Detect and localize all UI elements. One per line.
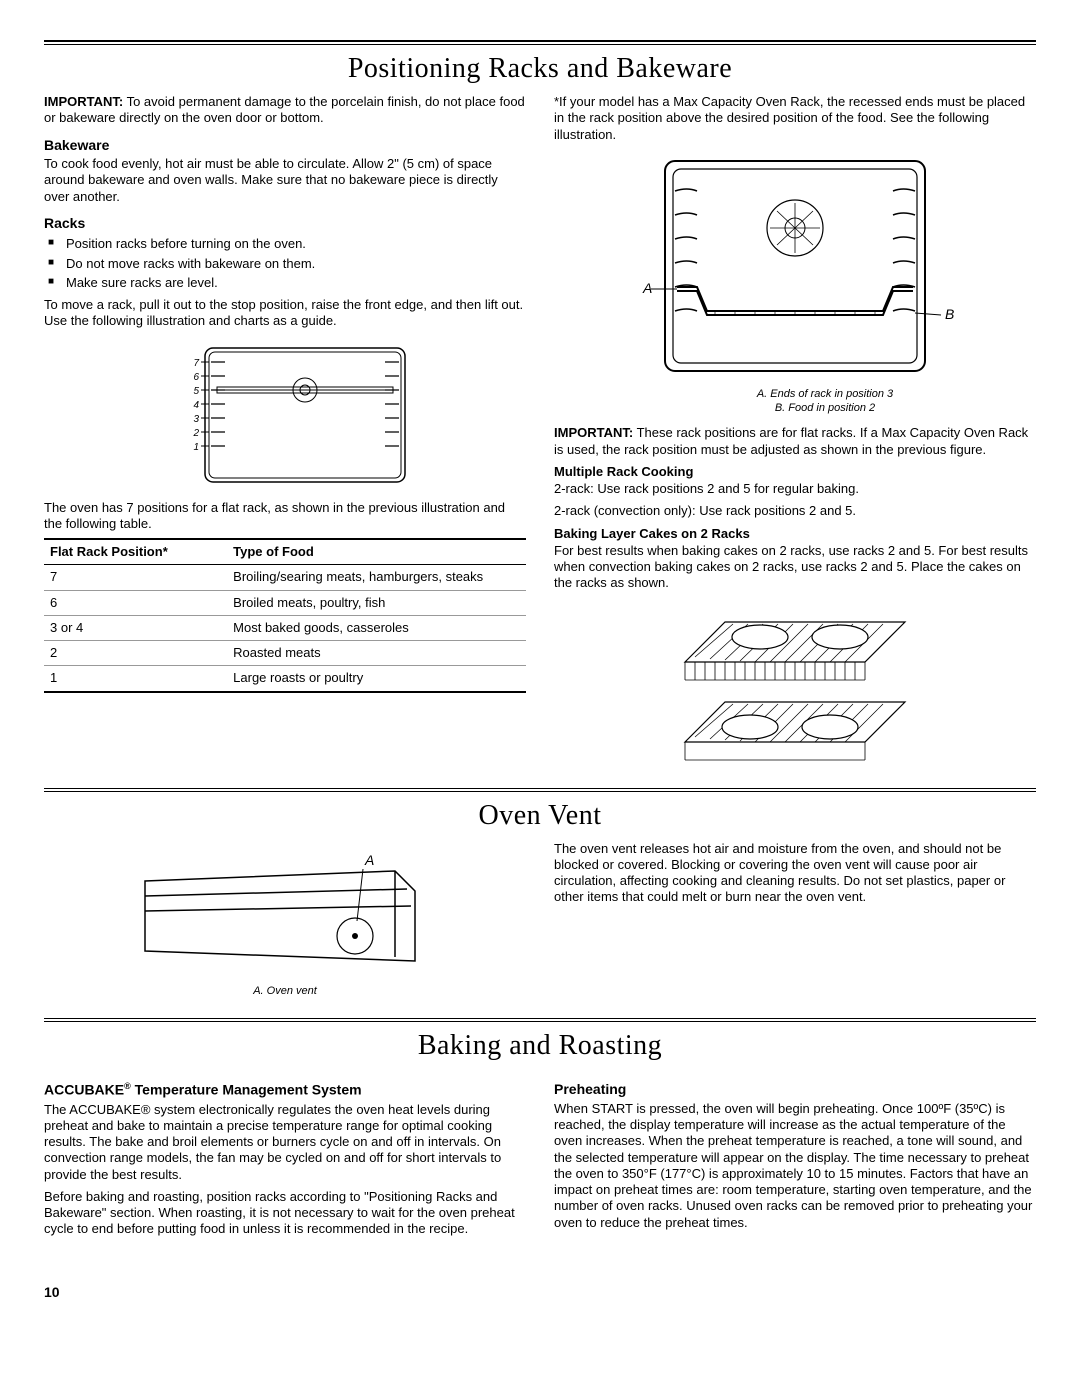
cell-pos: 6 — [44, 590, 227, 615]
multi-head: Multiple Rack Cooking — [554, 464, 1036, 480]
accubake-post: Temperature Management System — [131, 1082, 362, 1098]
bakeware-head: Bakeware — [44, 137, 526, 155]
table-col1: Flat Rack Position* — [44, 539, 227, 565]
cell-pos: 1 — [44, 666, 227, 692]
col-left-2: A A. Oven vent — [44, 841, 526, 1009]
rack-table: Flat Rack Position* Type of Food 7Broili… — [44, 538, 526, 693]
table-row: 3 or 4Most baked goods, casseroles — [44, 615, 526, 640]
rack-bullet: Do not move racks with bakeware on them. — [44, 256, 526, 272]
svg-text:6: 6 — [193, 372, 199, 383]
col-right-3: Preheating When START is pressed, the ov… — [554, 1071, 1036, 1243]
important-label-1: IMPORTANT: — [44, 94, 123, 109]
fig2-caption-b: B. Food in position 2 — [614, 401, 1036, 415]
important-2: IMPORTANT: These rack positions are for … — [554, 425, 1036, 458]
oven-positions-svg: 7 6 5 4 3 2 1 — [155, 340, 415, 490]
table-row: 2Roasted meats — [44, 641, 526, 666]
figure-oven-vent: A A. Oven vent — [44, 851, 526, 999]
cell-pos: 3 or 4 — [44, 615, 227, 640]
figure-layer-cakes — [554, 602, 1036, 772]
svg-text:A: A — [642, 280, 652, 296]
table-row: 6Broiled meats, poultry, fish — [44, 590, 526, 615]
col-right-2: The oven vent releases hot air and moist… — [554, 841, 1036, 1009]
fig2-caption-a: A. Ends of rack in position 3 — [614, 387, 1036, 401]
svg-text:5: 5 — [193, 386, 199, 397]
svg-text:B: B — [945, 306, 954, 322]
fig1-after-text: The oven has 7 positions for a flat rack… — [44, 500, 526, 533]
cell-food: Roasted meats — [227, 641, 526, 666]
svg-text:2: 2 — [192, 428, 199, 439]
svg-text:3: 3 — [193, 414, 199, 425]
accubake-pre: ACCUBAKE — [44, 1082, 124, 1098]
important-1: IMPORTANT: To avoid permanent damage to … — [44, 94, 526, 127]
bakeware-text: To cook food evenly, hot air must be abl… — [44, 156, 526, 205]
section-title-positioning: Positioning Racks and Bakeware — [44, 51, 1036, 86]
svg-text:A: A — [364, 852, 374, 868]
accubake-head: ACCUBAKE® Temperature Management System — [44, 1081, 526, 1099]
layer-cakes-svg — [665, 602, 925, 772]
section-title-baking: Baking and Roasting — [44, 1028, 1036, 1063]
racks-move-text: To move a rack, pull it out to the stop … — [44, 297, 526, 330]
max-capacity-svg: A B — [625, 153, 965, 383]
svg-text:1: 1 — [193, 442, 199, 453]
ovenvent-caption: A. Oven vent — [44, 985, 526, 999]
multi-line2: 2-rack (convection only): Use rack posit… — [554, 503, 1036, 519]
ovenvent-text: The oven vent releases hot air and moist… — [554, 841, 1036, 906]
cell-food: Large roasts or poultry — [227, 666, 526, 692]
cell-food: Most baked goods, casseroles — [227, 615, 526, 640]
svg-text:4: 4 — [193, 400, 199, 411]
preheat-head: Preheating — [554, 1081, 1036, 1099]
preheat-text: When START is pressed, the oven will beg… — [554, 1101, 1036, 1231]
page-number: 10 — [44, 1284, 1036, 1302]
cell-pos: 7 — [44, 565, 227, 590]
section-title-ovenvent: Oven Vent — [44, 798, 1036, 833]
col-left-1: IMPORTANT: To avoid permanent damage to … — [44, 94, 526, 782]
layer-head: Baking Layer Cakes on 2 Racks — [554, 526, 1036, 542]
table-row: 7Broiling/searing meats, hamburgers, ste… — [44, 565, 526, 590]
layer-text: For best results when baking cakes on 2 … — [554, 543, 1036, 592]
oven-vent-svg: A — [135, 851, 435, 981]
rack-bullet: Make sure racks are level. — [44, 275, 526, 291]
accubake-p2: Before baking and roasting, position rac… — [44, 1189, 526, 1238]
figure-max-capacity-rack: A B A. Ends of rack in position 3 B. Foo… — [554, 153, 1036, 416]
col-left-3: ACCUBAKE® Temperature Management System … — [44, 1071, 526, 1243]
cell-food: Broiling/searing meats, hamburgers, stea… — [227, 565, 526, 590]
racks-bullets: Position racks before turning on the ove… — [44, 236, 526, 291]
accubake-reg: ® — [124, 1081, 131, 1091]
svg-text:7: 7 — [193, 358, 199, 369]
important-label-2: IMPORTANT: — [554, 425, 633, 440]
star-note: *If your model has a Max Capacity Oven R… — [554, 94, 1036, 143]
accubake-p1: The ACCUBAKE® system electronically regu… — [44, 1102, 526, 1183]
multi-line1: 2-rack: Use rack positions 2 and 5 for r… — [554, 481, 1036, 497]
figure-oven-positions: 7 6 5 4 3 2 1 — [44, 340, 526, 490]
cell-pos: 2 — [44, 641, 227, 666]
col-right-1: *If your model has a Max Capacity Oven R… — [554, 94, 1036, 782]
table-col2: Type of Food — [227, 539, 526, 565]
rack-bullet: Position racks before turning on the ove… — [44, 236, 526, 252]
table-row: 1Large roasts or poultry — [44, 666, 526, 692]
cell-food: Broiled meats, poultry, fish — [227, 590, 526, 615]
racks-head: Racks — [44, 215, 526, 233]
